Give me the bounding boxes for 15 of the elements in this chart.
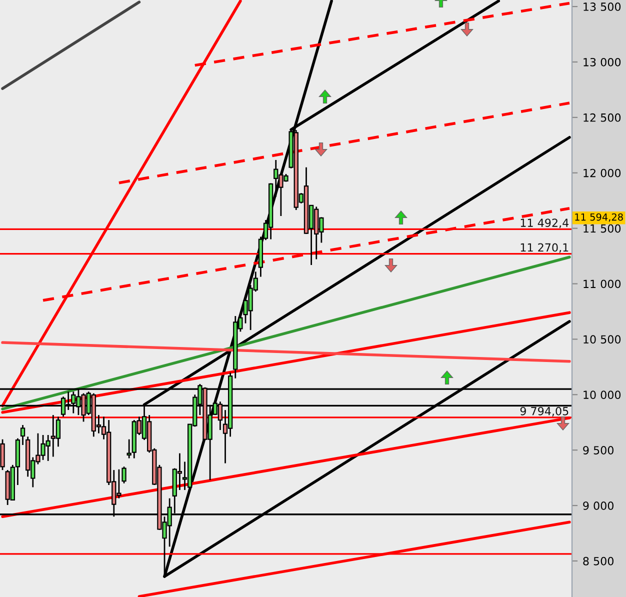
y-tick-label: 11 500 bbox=[584, 224, 621, 233]
ref-line-label: 11 492,4 bbox=[520, 218, 569, 228]
y-tick-label: 13 500 bbox=[584, 2, 621, 11]
ref-line-label: 9 794,05 bbox=[520, 406, 568, 416]
y-tick-label: 12 000 bbox=[584, 168, 621, 178]
y-tick-label: 8 500 bbox=[583, 556, 614, 566]
y-tick-label: 12 500 bbox=[584, 113, 621, 122]
text: 11 594,28 bbox=[575, 213, 623, 222]
y-tick-label: 10 000 bbox=[584, 390, 621, 400]
y-tick-label: 11 000 bbox=[584, 280, 621, 288]
y-tick-label: 9 000 bbox=[583, 501, 614, 510]
y-tick-label: 13 000 bbox=[584, 58, 621, 66]
y-tick-label: 9 500 bbox=[583, 446, 614, 454]
y-tick-label: 10 500 bbox=[584, 335, 621, 344]
ref-line-label: 11 270,1 bbox=[520, 243, 568, 253]
